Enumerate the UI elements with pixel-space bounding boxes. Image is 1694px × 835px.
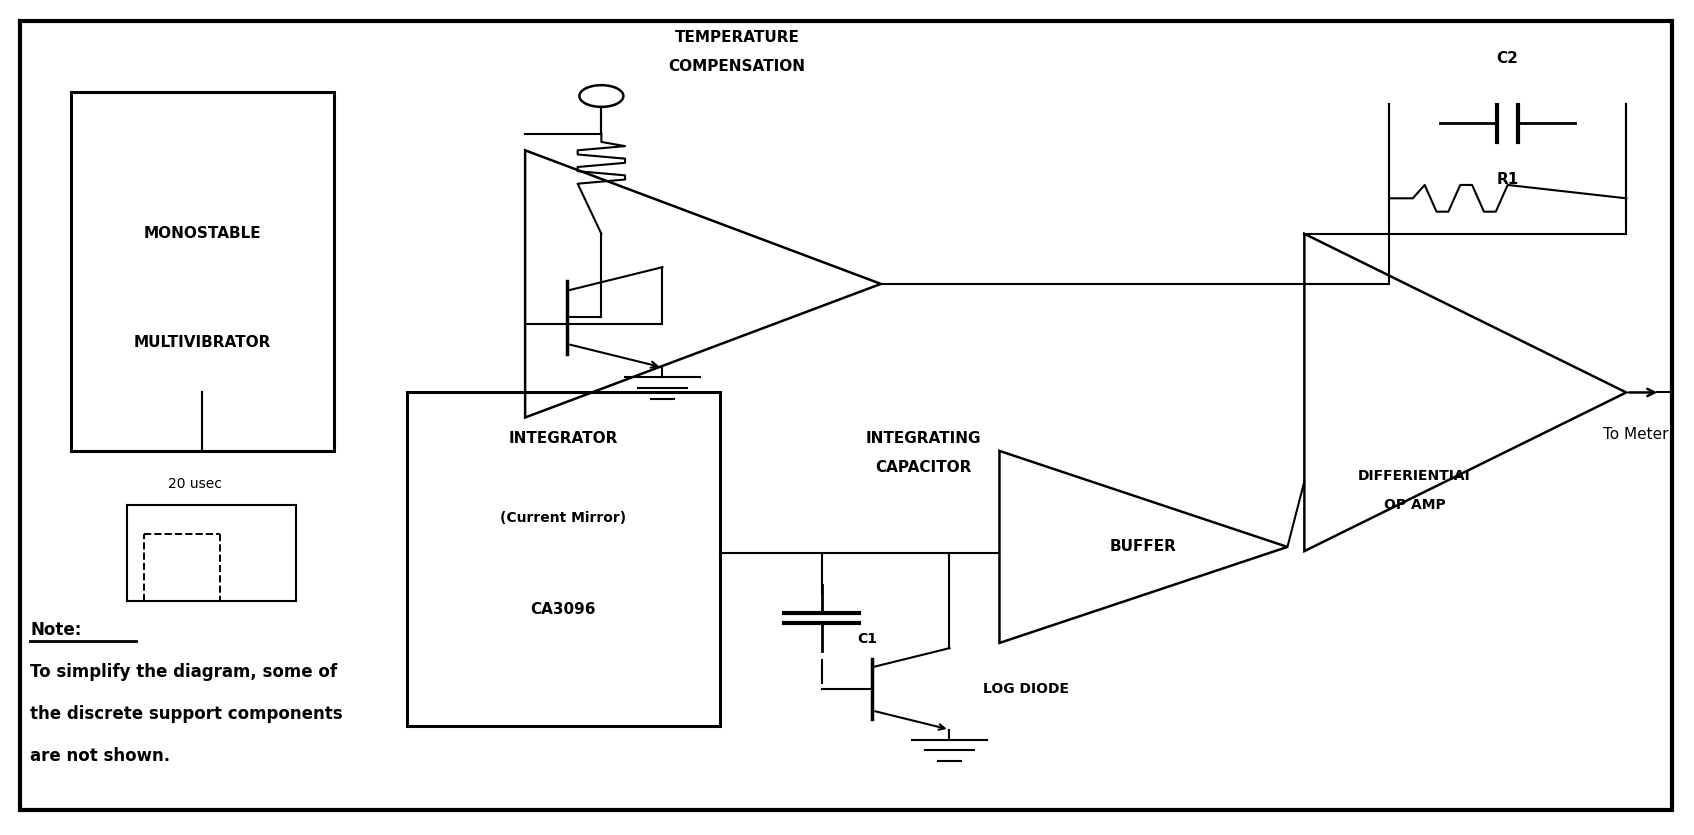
Text: CAPACITOR: CAPACITOR (876, 460, 971, 475)
Text: R1: R1 (1496, 172, 1520, 187)
Text: To Meter: To Meter (1603, 427, 1669, 442)
Bar (407, 392, 720, 726)
Text: To simplify the diagram, some of: To simplify the diagram, some of (30, 663, 337, 681)
Text: TEMPERATURE: TEMPERATURE (674, 30, 800, 45)
Text: MONOSTABLE: MONOSTABLE (144, 226, 261, 241)
Text: the discrete support components: the discrete support components (30, 705, 344, 723)
Text: CA3096: CA3096 (530, 602, 596, 617)
Bar (71, 92, 334, 451)
Text: BUFFER: BUFFER (1110, 539, 1177, 554)
Text: C2: C2 (1497, 51, 1518, 66)
Text: COMPENSATION: COMPENSATION (669, 59, 805, 74)
Text: are not shown.: are not shown. (30, 746, 171, 765)
Text: C1: C1 (857, 632, 877, 645)
Text: (Current Mirror): (Current Mirror) (500, 511, 627, 524)
Text: OP AMP: OP AMP (1384, 498, 1445, 512)
Text: INTEGRATOR: INTEGRATOR (508, 431, 618, 446)
Text: LOG DIODE: LOG DIODE (983, 682, 1069, 696)
Text: INTEGRATING: INTEGRATING (866, 431, 981, 446)
Text: 20 usec: 20 usec (168, 478, 222, 491)
Text: MULTIVIBRATOR: MULTIVIBRATOR (134, 335, 271, 350)
Text: DIFFERIENTIAI: DIFFERIENTIAI (1359, 469, 1470, 483)
Text: Note:: Note: (30, 621, 81, 640)
